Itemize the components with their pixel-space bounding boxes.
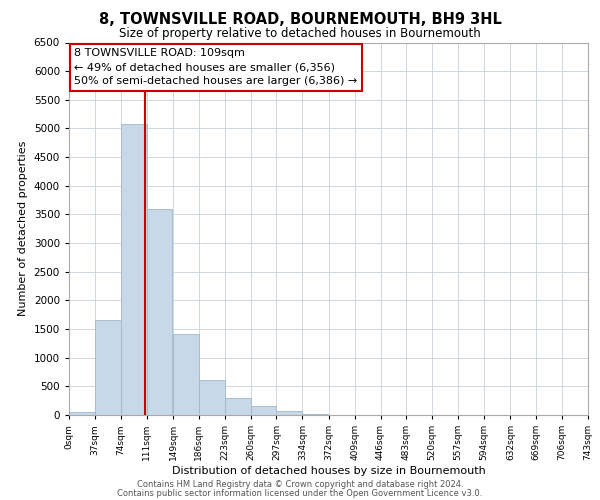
Text: 8, TOWNSVILLE ROAD, BOURNEMOUTH, BH9 3HL: 8, TOWNSVILLE ROAD, BOURNEMOUTH, BH9 3HL [98, 12, 502, 28]
Bar [251, 406, 277, 415]
Text: Size of property relative to detached houses in Bournemouth: Size of property relative to detached ho… [119, 28, 481, 40]
Bar [225, 398, 251, 415]
Bar [121, 124, 146, 415]
Bar [302, 414, 328, 415]
Text: 8 TOWNSVILLE ROAD: 109sqm
← 49% of detached houses are smaller (6,356)
50% of se: 8 TOWNSVILLE ROAD: 109sqm ← 49% of detac… [74, 48, 358, 86]
Text: Contains public sector information licensed under the Open Government Licence v3: Contains public sector information licen… [118, 489, 482, 498]
Bar [173, 334, 199, 415]
X-axis label: Distribution of detached houses by size in Bournemouth: Distribution of detached houses by size … [172, 466, 485, 476]
Bar [69, 412, 95, 415]
Text: Contains HM Land Registry data © Crown copyright and database right 2024.: Contains HM Land Registry data © Crown c… [137, 480, 463, 489]
Bar [95, 320, 121, 415]
Bar [199, 380, 225, 415]
Bar [277, 411, 302, 415]
Bar [146, 210, 172, 415]
Y-axis label: Number of detached properties: Number of detached properties [18, 141, 28, 316]
